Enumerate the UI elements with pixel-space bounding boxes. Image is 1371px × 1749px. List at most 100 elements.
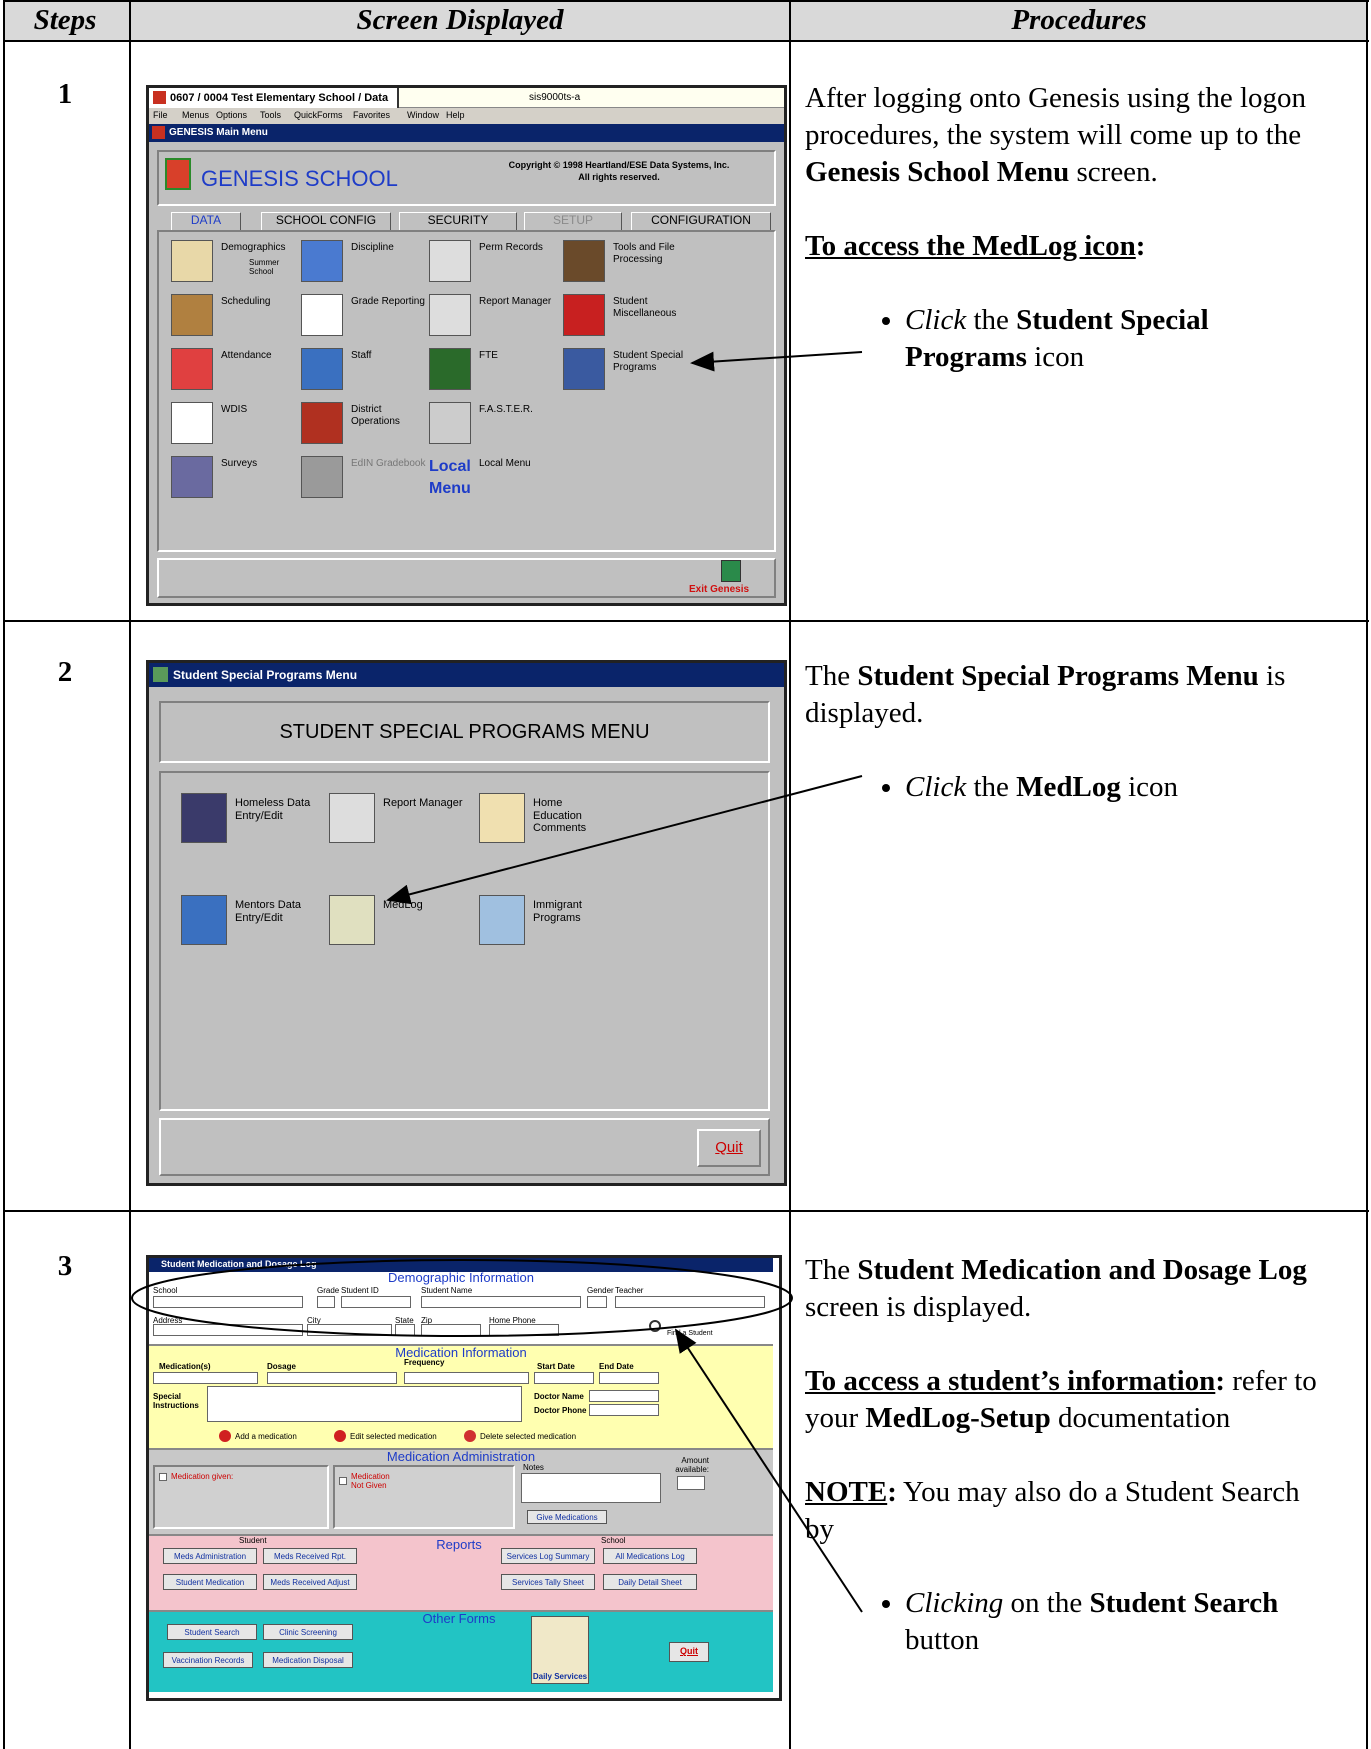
menu-item: Tools (260, 110, 282, 120)
checkbox-label: Medication given: (171, 1472, 234, 1481)
menu-item: Help (446, 110, 465, 120)
field-label: Medication(s) (159, 1362, 211, 1371)
action-label: Delete selected medication (480, 1432, 577, 1441)
text: on the (1003, 1587, 1090, 1619)
exit-label: Exit Genesis (689, 584, 750, 595)
icon-label: Homeless Data Entry/Edit (235, 797, 311, 822)
text: button (905, 1624, 980, 1656)
screenshot: 0607 / 0004 Test Elementary School / Dat… (146, 85, 787, 606)
sub-panel (333, 1465, 515, 1529)
section-heading: Demographic Information (388, 1270, 534, 1285)
icon (301, 348, 343, 390)
border (1366, 0, 1368, 1749)
button (527, 1510, 607, 1524)
icon-label: Perm Records (479, 242, 543, 253)
button-label: Meds Received Rpt. (273, 1552, 347, 1561)
app-name: GENESIS SCHOOL (201, 166, 398, 191)
border (129, 0, 131, 1749)
search-icon (649, 1320, 661, 1332)
field-label: Frequency (404, 1358, 445, 1367)
button (167, 1624, 257, 1640)
input (207, 1386, 522, 1422)
icon (429, 294, 471, 336)
border (3, 0, 1369, 2)
logo (165, 158, 191, 190)
icon-label: FTE (479, 350, 498, 361)
icon-label: EdIN Gradebook (351, 458, 426, 469)
group-label: School (601, 1536, 626, 1545)
button-label: All Medications Log (615, 1552, 685, 1561)
field-label: School (153, 1286, 178, 1295)
quit-button (669, 1642, 709, 1662)
button-label: Daily Detail Sheet (618, 1578, 682, 1587)
tab (399, 212, 517, 230)
icon-label: Report Manager (383, 797, 463, 809)
icon (329, 793, 375, 843)
text: To access the MedLog icon (805, 230, 1136, 262)
icon-label: Local Menu (479, 458, 531, 469)
text: : (1135, 230, 1146, 262)
step-number: 3 (57, 1250, 73, 1282)
text: Student Search (1089, 1587, 1279, 1619)
icon-label: Immigrant Programs (533, 899, 582, 924)
menu-item: Menus (182, 110, 210, 120)
icon-label: Scheduling (221, 296, 271, 307)
icon-label: Home Education Comments (533, 797, 587, 835)
icon-panel (157, 230, 776, 552)
copyright: All rights reserved. (578, 172, 660, 182)
icon-label: Student Special Programs (613, 350, 684, 373)
button (501, 1574, 595, 1590)
app-icon (153, 91, 166, 104)
text: icon (1120, 771, 1179, 803)
bullet-list: Clicking on the Student Search button (805, 1585, 1335, 1659)
field-label: Special Instructions (153, 1392, 199, 1410)
field-label: Doctor Phone (534, 1406, 587, 1415)
button (263, 1548, 357, 1564)
tab-label: CONFIGURATION (651, 213, 751, 227)
input (421, 1324, 481, 1336)
app-title: 0607 / 0004 Test Elementary School / Dat… (170, 92, 389, 104)
tab (171, 212, 241, 230)
button-label: Meds Administration (173, 1552, 247, 1561)
bullet: Click the MedLog icon (905, 769, 1335, 806)
input (153, 1296, 303, 1308)
icon (301, 294, 343, 336)
text: NOTE (805, 1476, 888, 1508)
procedures: The Student Medication and Dosage Log sc… (805, 1252, 1335, 1659)
text: : (887, 1476, 897, 1508)
paragraph: After logging onto Genesis using the log… (805, 80, 1335, 191)
icon (429, 402, 471, 444)
window-title: Student Special Programs Menu (173, 668, 358, 682)
field-label: Doctor Name (534, 1392, 584, 1401)
checkbox (159, 1473, 167, 1481)
screenshot: Student Special Programs Menu STUDENT SPE… (146, 660, 787, 1186)
input (489, 1324, 559, 1336)
input (521, 1473, 661, 1503)
heading: STUDENT SPECIAL PROGRAMS MENU (279, 721, 650, 743)
border (3, 0, 5, 1749)
find-label: Find a Student (667, 1330, 713, 1337)
action-icon (219, 1430, 231, 1442)
sub-panel (153, 1465, 329, 1529)
field-label: Notes (523, 1463, 544, 1472)
button (263, 1624, 353, 1640)
field-label: End Date (599, 1362, 634, 1371)
icon (181, 793, 227, 843)
text: the (966, 304, 1017, 336)
quit-label: Quit (715, 1139, 743, 1156)
summer-school-label: Summer School (249, 258, 280, 277)
bullet: Click the Student Special Programs icon (905, 302, 1335, 376)
quit-label: Quit (680, 1646, 698, 1656)
quit-button (697, 1129, 761, 1167)
button (263, 1652, 353, 1668)
text: documentation (1050, 1402, 1231, 1434)
icon-label: Attendance (221, 350, 272, 361)
window-title: Student Medication and Dosage Log (161, 1259, 317, 1269)
section-heading: Medication Administration (386, 1449, 536, 1464)
header-screen: Screen Displayed (356, 4, 564, 36)
button (163, 1548, 257, 1564)
action-icon (464, 1430, 476, 1442)
input (153, 1372, 258, 1384)
title-tab (149, 88, 399, 108)
